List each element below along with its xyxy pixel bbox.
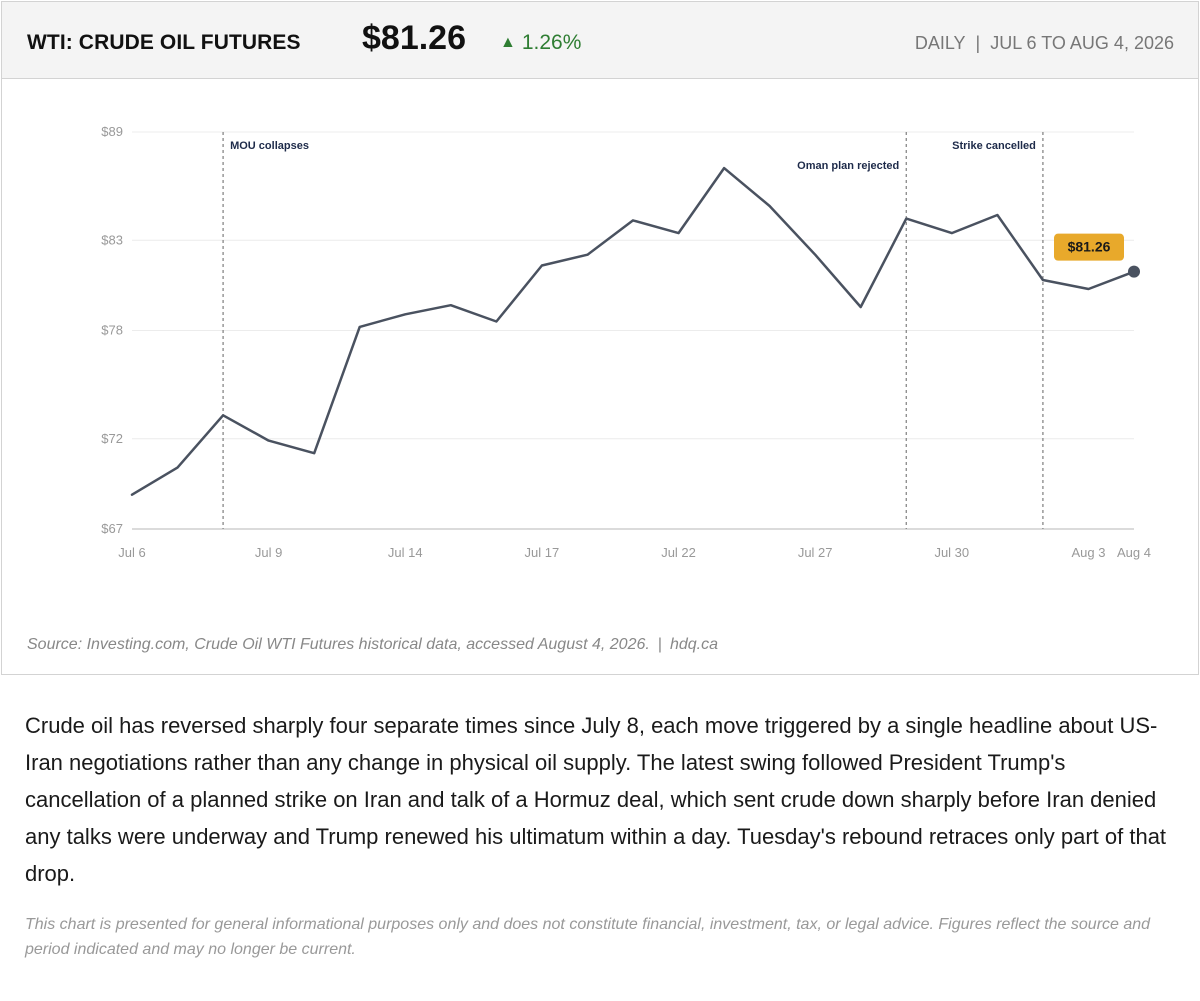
x-tick-label: Jul 6: [118, 545, 145, 560]
disclaimer: This chart is presented for general info…: [25, 916, 1151, 958]
last-value-label: $81.26: [1068, 239, 1111, 255]
x-tick-label: Aug 3: [1071, 545, 1105, 560]
price-change-value: 1.26%: [521, 31, 582, 54]
last-value-badge: [1054, 233, 1124, 261]
chart-card: WTI: CRUDE OIL FUTURES $81.26 ▲ 1.26% DAI…: [1, 1, 1199, 675]
price-change: ▲ 1.26%: [500, 31, 581, 55]
line-chart: $67 $72 $78 $83 $89 Jul 6 Jul 9 Jul 14 Jul 17 Jul…: [101, 124, 1151, 560]
chart-header: WTI: CRUDE OIL FUTURES $81.26 ▲ 1.26% DAI…: [2, 2, 1198, 79]
annotation-label: MOU collapses: [230, 140, 309, 152]
source-text: Source: Investing.com, Crude Oil WTI Fut…: [27, 636, 650, 653]
y-tick-label: $89: [101, 124, 123, 139]
price-line: [130, 166, 1136, 496]
date-range: JUL 6 TO AUG 4, 2026: [990, 33, 1174, 53]
x-tick-label: Aug 4: [1117, 545, 1151, 560]
up-triangle-icon: ▲: [500, 34, 516, 51]
period-label: DAILY | JUL 6 TO AUG 4, 2026: [915, 33, 1174, 54]
y-tick-label: $72: [101, 431, 123, 446]
summary-paragraph: Crude oil has reversed sharply four sepa…: [25, 713, 1167, 886]
source-note: Source: Investing.com, Crude Oil WTI Fut…: [27, 636, 718, 654]
x-tick-label: Jul 9: [255, 545, 282, 560]
source-separator: |: [657, 636, 662, 653]
frequency-label: DAILY: [914, 33, 966, 53]
x-tick-label: Jul 27: [798, 545, 833, 560]
y-tick-label: $83: [101, 232, 123, 247]
x-tick-label: Jul 17: [525, 545, 560, 560]
current-price: $81.26: [362, 19, 466, 57]
source-site: hdq.ca: [669, 636, 719, 653]
x-tick-label: Jul 22: [661, 545, 696, 560]
y-tick-label: $78: [101, 323, 123, 338]
period-separator: |: [975, 33, 981, 53]
chart-title: WTI: CRUDE OIL FUTURES: [27, 31, 301, 54]
last-point-marker: [1128, 265, 1140, 278]
annotation-label: Oman plan rejected: [797, 160, 899, 172]
y-tick-label: $67: [101, 521, 123, 536]
x-tick-label: Jul 14: [388, 545, 423, 560]
annotation-label: Strike cancelled: [952, 140, 1036, 152]
x-tick-label: Jul 30: [934, 545, 969, 560]
